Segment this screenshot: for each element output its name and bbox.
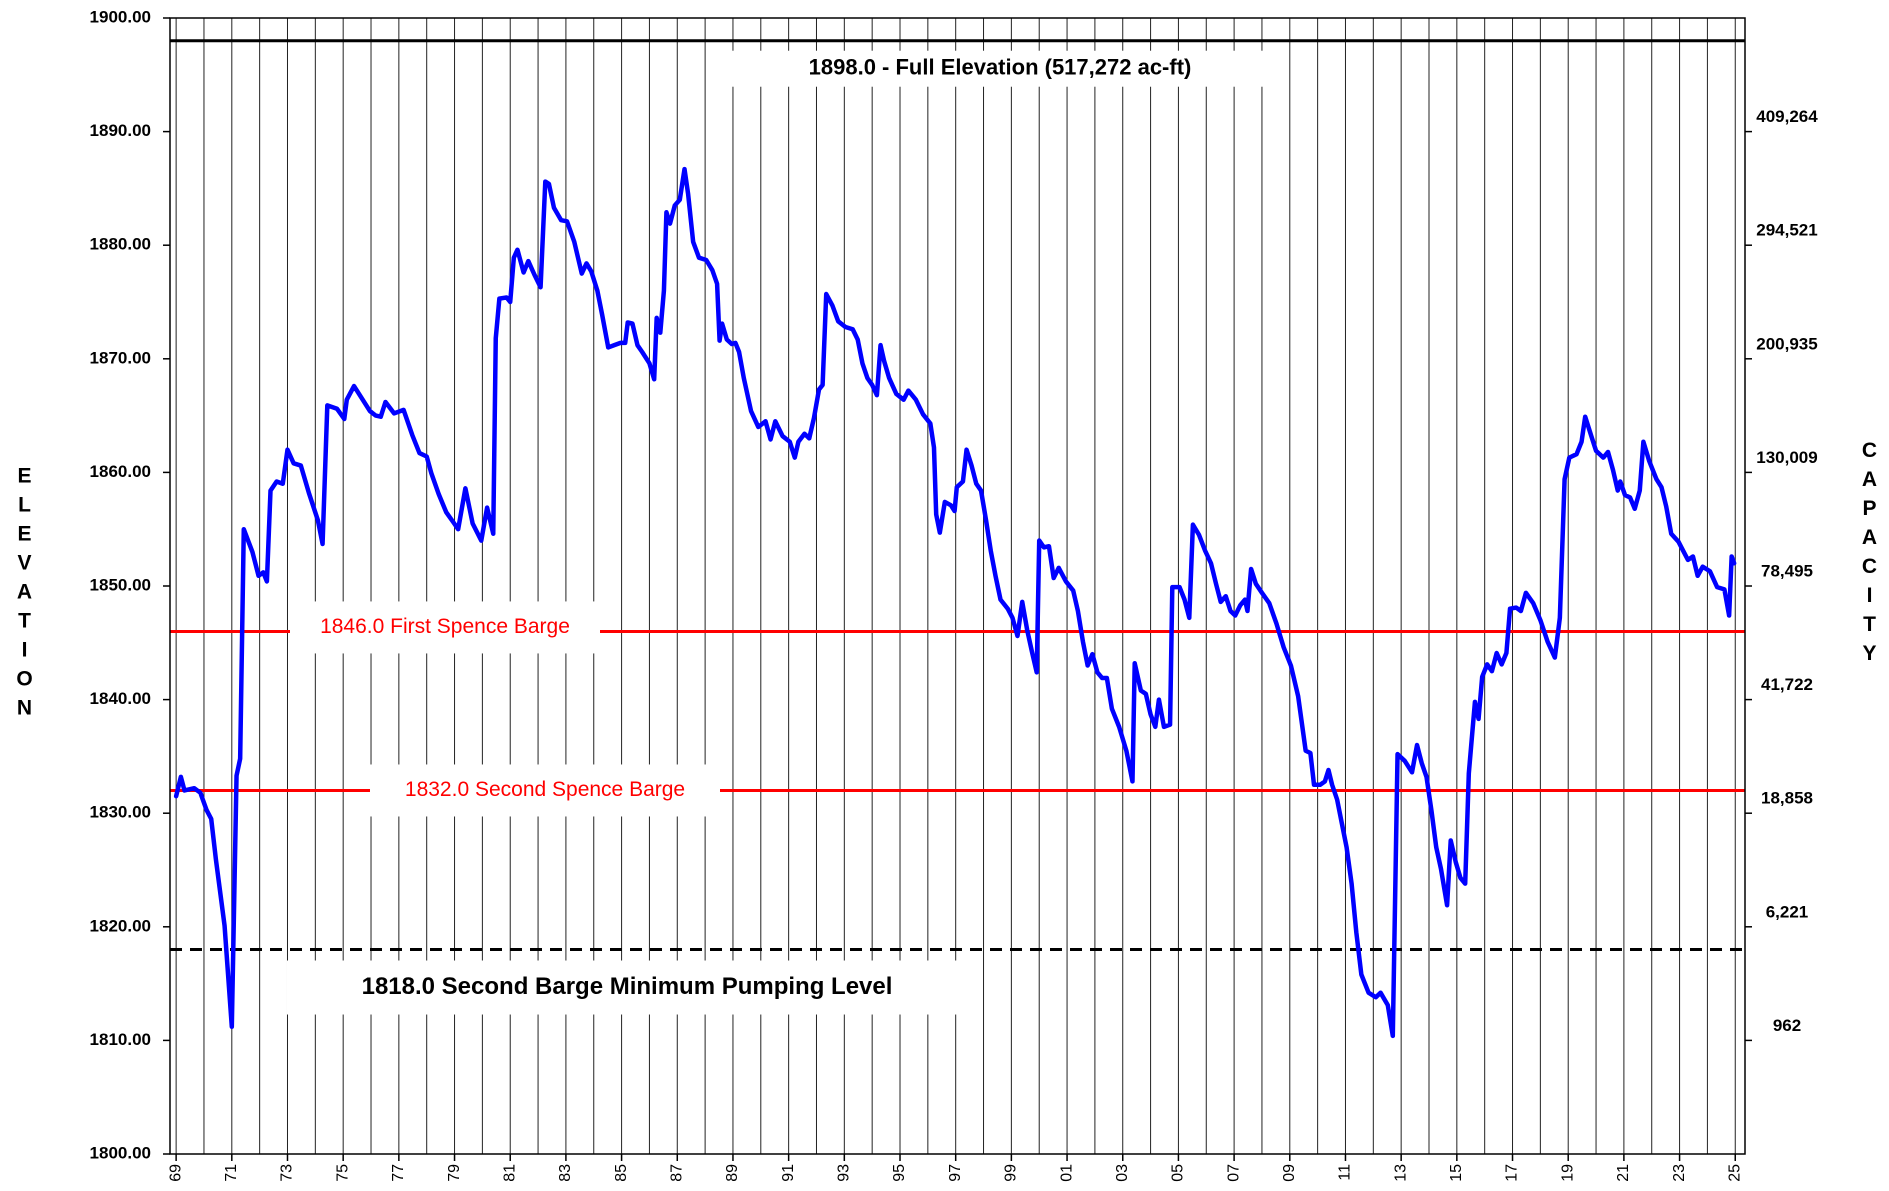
y-tick-label: 1900.00 xyxy=(90,7,151,26)
x-tick-label: 15 xyxy=(1448,1164,1465,1182)
x-tick-label: 09 xyxy=(1281,1164,1298,1182)
x-tick-label: 17 xyxy=(1504,1164,1521,1182)
y-tick-label: 1880.00 xyxy=(90,235,151,254)
y-axis-label: ELEVATION xyxy=(13,464,36,726)
x-tick-label: 07 xyxy=(1225,1164,1242,1182)
x-tick-label: 11 xyxy=(1337,1164,1354,1181)
y2-tick-label: 6,221 xyxy=(1766,902,1809,921)
x-tick-label: 93 xyxy=(836,1164,853,1182)
x-tick-label: 91 xyxy=(780,1164,797,1182)
y2-tick-label: 200,935 xyxy=(1756,334,1817,353)
reference-label: 1846.0 First Spence Barge xyxy=(320,615,570,638)
x-tick-label: 69 xyxy=(167,1164,184,1182)
y2-tick-label: 409,264 xyxy=(1756,107,1818,126)
x-tick-label: 05 xyxy=(1170,1164,1187,1182)
x-tick-label: 85 xyxy=(613,1164,630,1182)
reference-label-bg xyxy=(730,50,1270,87)
y2-tick-label: 130,009 xyxy=(1756,448,1817,467)
x-tick-label: 77 xyxy=(390,1164,407,1182)
x-tick-label: 25 xyxy=(1726,1164,1743,1182)
y-tick-label: 1830.00 xyxy=(90,803,151,822)
y-tick-label: 1890.00 xyxy=(90,121,151,140)
data-line xyxy=(173,166,1737,1039)
x-tick-label: 83 xyxy=(557,1164,574,1182)
x-tick-label: 21 xyxy=(1615,1164,1632,1182)
x-tick-label: 97 xyxy=(947,1164,964,1182)
x-tick-label: 13 xyxy=(1392,1164,1409,1182)
y2-tick-label: 78,495 xyxy=(1761,561,1813,580)
y-tick-label: 1820.00 xyxy=(90,916,151,935)
x-tick-label: 19 xyxy=(1559,1164,1576,1182)
y-tick-label: 1870.00 xyxy=(90,348,151,367)
reference-label: 1818.0 Second Barge Minimum Pumping Leve… xyxy=(362,973,893,1000)
reference-label: 1898.0 - Full Elevation (517,272 ac-ft) xyxy=(809,55,1192,80)
y-tick-label: 1850.00 xyxy=(90,575,151,594)
x-tick-label: 95 xyxy=(891,1164,908,1182)
x-tick-label: 01 xyxy=(1058,1164,1075,1182)
x-tick-label: 99 xyxy=(1003,1164,1020,1182)
reference-label-bg xyxy=(287,960,967,1015)
y-tick-label: 1810.00 xyxy=(90,1030,151,1049)
plot-frame xyxy=(169,17,1746,1155)
x-tick-label: 03 xyxy=(1114,1164,1131,1182)
reference-label: 1832.0 Second Spence Barge xyxy=(405,778,685,801)
x-tick-label: 79 xyxy=(446,1164,463,1182)
x-tick-label: 73 xyxy=(279,1164,296,1182)
x-tick-label: 81 xyxy=(501,1164,518,1182)
y-tick-label: 1840.00 xyxy=(90,689,151,708)
x-tick-label: 87 xyxy=(668,1164,685,1182)
x-tick-label: 89 xyxy=(724,1164,741,1182)
y2-axis-label: CAPACITY xyxy=(1858,439,1881,671)
y2-tick-label: 294,521 xyxy=(1756,221,1817,240)
x-tick-label: 71 xyxy=(223,1164,240,1182)
y2-tick-label: 41,722 xyxy=(1761,675,1813,694)
y-tick-label: 1860.00 xyxy=(90,462,151,481)
x-tick-label: 23 xyxy=(1671,1164,1688,1182)
y-tick-label: 1800.00 xyxy=(90,1143,151,1162)
y2-tick-label: 18,858 xyxy=(1761,789,1813,808)
reference-label-bg xyxy=(290,601,600,654)
reference-label-bg xyxy=(370,764,720,817)
x-tick-label: 75 xyxy=(334,1164,351,1182)
y2-tick-label: 962 xyxy=(1773,1016,1801,1035)
